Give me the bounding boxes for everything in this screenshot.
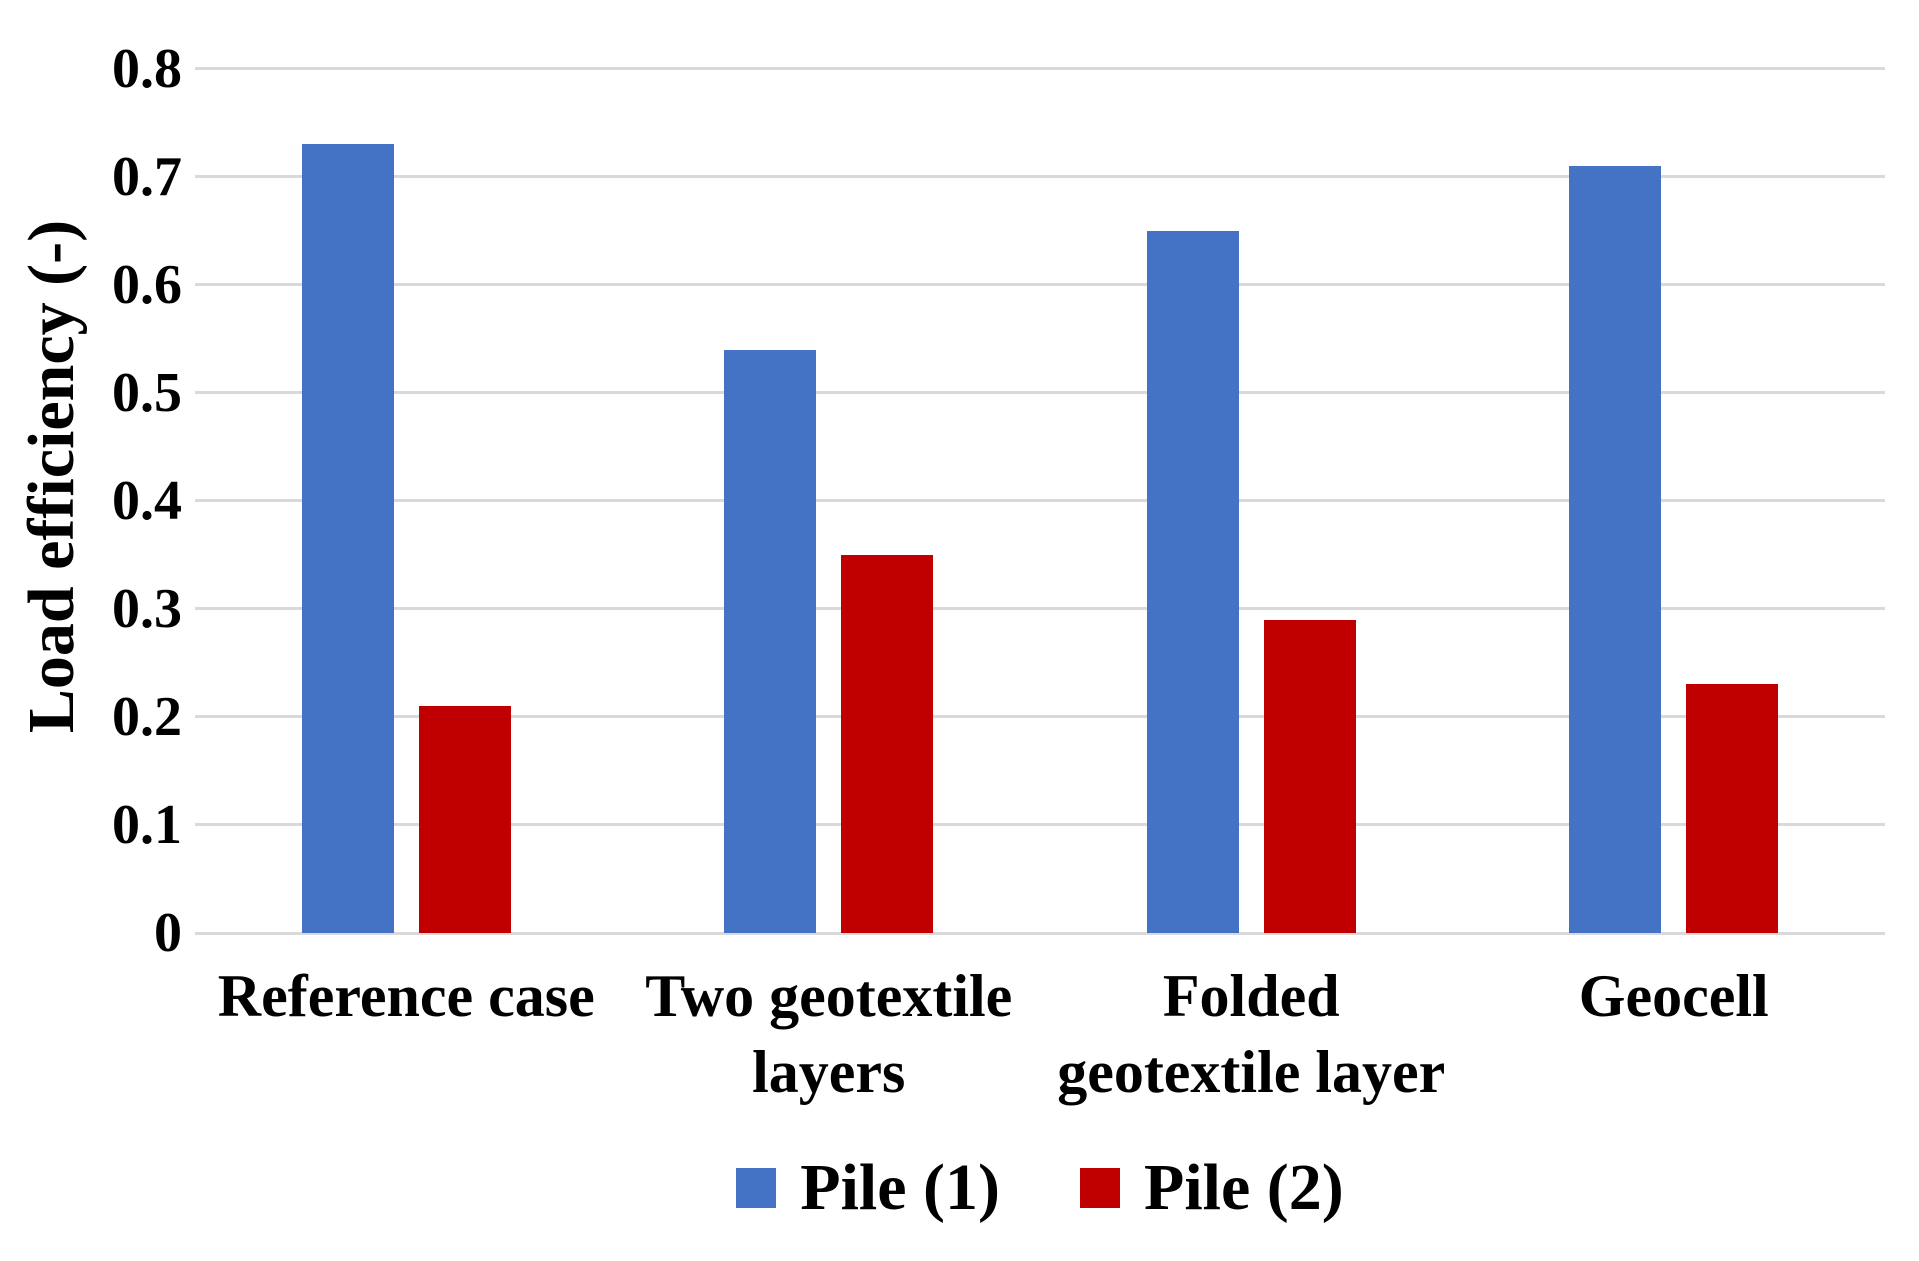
legend-item-pile-2: Pile (2) — [1080, 1155, 1344, 1221]
gridline-0-5 — [195, 391, 1885, 395]
category-label-line: geotextile layer — [1057, 1039, 1446, 1105]
legend-label: Pile (2) — [1144, 1151, 1344, 1224]
gridline-0-2 — [195, 715, 1885, 719]
category-label-line: Geocell — [1578, 963, 1769, 1029]
gridline-0-7 — [195, 175, 1885, 179]
category-label-line: Reference case — [217, 963, 595, 1029]
legend-label: Pile (1) — [800, 1151, 1000, 1224]
legend-swatch-icon — [736, 1168, 777, 1208]
y-tick-label-0: 0 — [154, 902, 182, 964]
bar-pile-1-geocell — [1569, 165, 1662, 933]
y-tick-label-0-2: 0.2 — [112, 685, 182, 748]
bar-pile-1-folded-geotextile-layer — [1146, 230, 1239, 933]
y-tick-label-0-7: 0.7 — [112, 145, 182, 208]
y-tick-label-0-1: 0.1 — [112, 793, 182, 856]
gridline-0 — [195, 931, 1885, 935]
category-label-line: Folded — [1162, 963, 1340, 1029]
bar-pile-2-two-geotextile-layers — [841, 554, 934, 933]
bar-pile-1-two-geotextile-layers — [724, 349, 817, 933]
category-label-folded-geotextile-layer: Folded geotextile layer — [1040, 958, 1463, 1110]
category-label-reference-case: Reference case — [195, 958, 618, 1034]
plot-area — [195, 20, 1885, 935]
y-tick-label-0-4: 0.4 — [112, 469, 182, 532]
gridline-0-8 — [195, 67, 1885, 71]
bar-pile-2-folded-geotextile-layer — [1263, 619, 1356, 933]
y-tick-label-0-8: 0.8 — [112, 37, 182, 100]
gridline-0-3 — [195, 607, 1885, 611]
category-label-two-geotextile-layers: Two geotextile layers — [618, 958, 1041, 1110]
legend-swatch-icon — [1080, 1168, 1120, 1208]
y-tick-label-0-5: 0.5 — [112, 361, 182, 424]
bar-pile-2-reference-case — [418, 706, 511, 933]
gridline-0-1 — [195, 823, 1885, 827]
gridline-0-6 — [195, 283, 1885, 287]
bar-pile-2-geocell — [1686, 684, 1779, 933]
bar-pile-1-reference-case — [301, 144, 394, 933]
category-label-line: layers — [752, 1039, 906, 1105]
y-tick-label-0-3: 0.3 — [112, 577, 182, 640]
category-label-geocell: Geocell — [1463, 958, 1886, 1034]
chart-legend: Pile (1) Pile (2) — [195, 1155, 1885, 1221]
legend-item-pile-1: Pile (1) — [736, 1155, 1000, 1221]
gridline-0-4 — [195, 499, 1885, 503]
y-tick-label-0-6: 0.6 — [112, 253, 182, 316]
category-label-line: Two geotextile — [645, 963, 1013, 1029]
